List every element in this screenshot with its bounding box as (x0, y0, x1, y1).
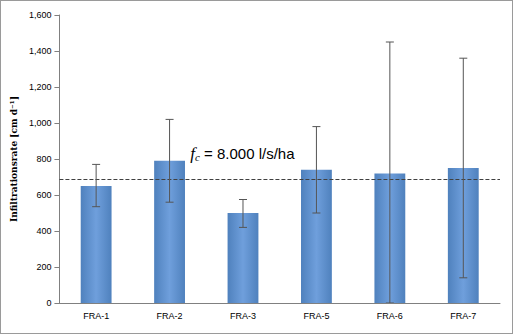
svg-text:1,400: 1,400 (29, 46, 52, 56)
svg-text:1,200: 1,200 (29, 82, 52, 92)
svg-text:600: 600 (36, 190, 51, 200)
svg-text:200: 200 (36, 262, 51, 272)
svg-text:400: 400 (36, 226, 51, 236)
svg-text:FRA-6: FRA-6 (377, 311, 403, 321)
svg-text:800: 800 (36, 154, 51, 164)
svg-text:Infiltrationsrate [cm d⁻¹]: Infiltrationsrate [cm d⁻¹] (9, 96, 19, 222)
svg-text:1,000: 1,000 (29, 118, 52, 128)
svg-text:FRA-1: FRA-1 (83, 311, 109, 321)
svg-text:FRA-2: FRA-2 (157, 311, 183, 321)
svg-text:0: 0 (46, 298, 51, 308)
svg-text:FRA-7: FRA-7 (450, 311, 476, 321)
svg-text:= 8.000 l/s/ha: = 8.000 l/s/ha (200, 145, 295, 162)
svg-text:FRA-3: FRA-3 (230, 311, 256, 321)
svg-text:1,600: 1,600 (29, 10, 52, 20)
html-text:fc: fc (190, 143, 200, 164)
svg-text:FRA-5: FRA-5 (303, 311, 329, 321)
